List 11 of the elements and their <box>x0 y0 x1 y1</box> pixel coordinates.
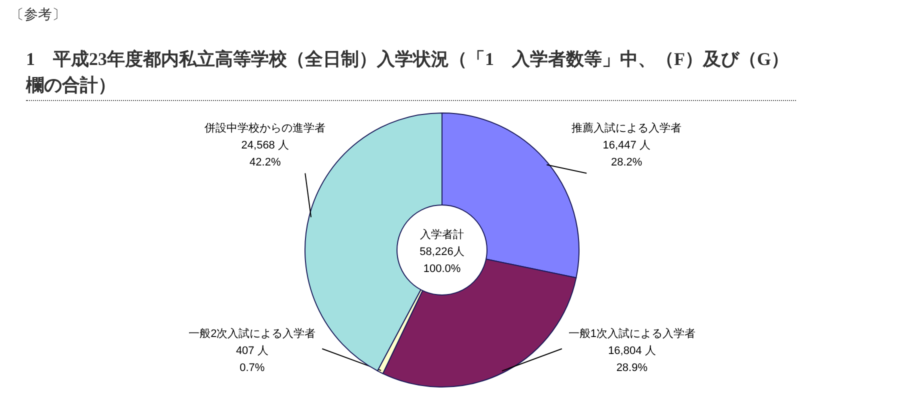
chart-title: 1 平成23年度都内私立高等学校（全日制）入学状況（「1 入学者数等」中、（F）及び（G）欄の合計） <box>26 46 796 101</box>
slice-label: 一般1次入試による入学者 <box>568 326 696 340</box>
slice-label: 併設中学校からの進学者 <box>204 121 326 134</box>
data-label: 16,804 人 28.9% <box>608 344 656 374</box>
text: 〔参考〕 <box>10 6 66 24</box>
data-label: 407 人 0.7% <box>236 344 268 374</box>
data-label: 16,447 人 28.2% <box>602 139 650 168</box>
text: 入学者計 58,226人 100.0% <box>420 228 464 275</box>
slice-label: 推薦入試による入学者 <box>572 121 682 134</box>
slice-label: 一般2次入試による入学者 <box>188 326 316 340</box>
data-label: 24,568 人 42.2% <box>241 139 289 168</box>
